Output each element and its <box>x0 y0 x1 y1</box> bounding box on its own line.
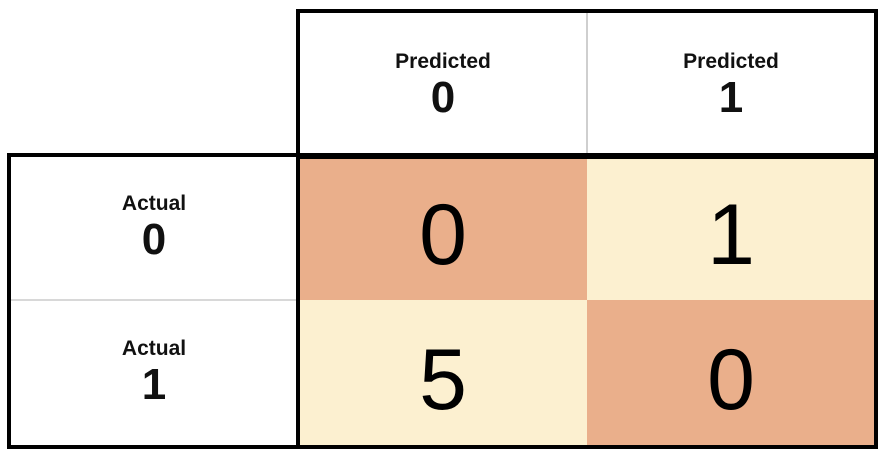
column-header-label: Predicted <box>395 50 491 74</box>
column-header-value: 1 <box>718 73 744 123</box>
matrix-cell-actual1-predicted0: 5 <box>299 300 587 446</box>
column-header-label: Predicted <box>683 50 779 74</box>
row-header-actual-0: Actual 0 <box>10 156 298 300</box>
column-header-divider <box>586 12 588 154</box>
row-header-label: Actual <box>121 337 187 361</box>
row-header-value: 1 <box>141 360 167 410</box>
column-header-predicted-0: Predicted 0 <box>299 12 587 154</box>
row-header-label: Actual <box>121 192 187 216</box>
column-header-value: 0 <box>430 73 456 123</box>
header-body-divider <box>296 153 300 449</box>
matrix-cell-actual1-predicted1: 0 <box>587 300 875 446</box>
column-header-predicted-1: Predicted 1 <box>587 12 875 154</box>
matrix-cell-actual0-predicted0: 0 <box>299 156 587 300</box>
row-header-divider <box>11 299 297 301</box>
row-header-value: 0 <box>141 215 167 265</box>
matrix-cell-actual0-predicted1: 1 <box>587 156 875 300</box>
row-header-actual-1: Actual 1 <box>10 300 298 446</box>
